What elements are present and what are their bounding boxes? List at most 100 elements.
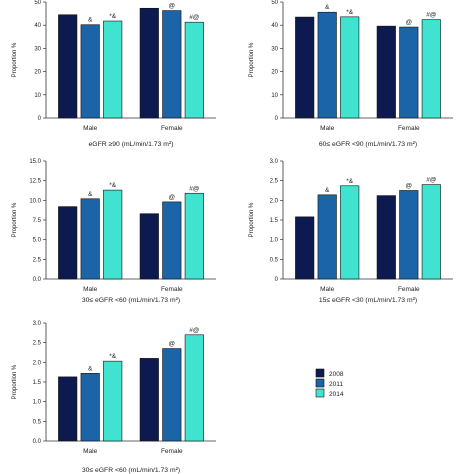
significance-annotation: *& <box>109 353 117 360</box>
bar-female-2008 <box>139 7 159 119</box>
significance-annotation: @ <box>168 341 175 348</box>
y-tick-label: 40 <box>34 23 41 29</box>
y-tick-label: 20 <box>34 70 41 76</box>
legend-swatch-2014 <box>315 388 325 398</box>
bar-male-2011 <box>80 24 100 119</box>
bar-male-2014 <box>103 20 123 119</box>
significance-annotation: & <box>88 191 93 198</box>
significance-annotation: & <box>325 4 330 11</box>
bar-male-2014 <box>103 360 123 442</box>
y-tick-label: 0.5 <box>270 257 279 263</box>
y-tick-label: 1.0 <box>33 400 42 406</box>
x-category-label: Female <box>161 448 183 455</box>
y-tick-label: 7.5 <box>33 218 42 224</box>
y-tick-label: 0 <box>275 277 279 283</box>
x-category-label: Male <box>83 448 97 455</box>
bar-male-2014 <box>340 16 360 119</box>
y-axis-label: Proportion % <box>12 42 18 77</box>
y-axis-label: Proportion % <box>12 364 18 399</box>
bar-male-2008 <box>295 216 315 280</box>
significance-annotation: *& <box>109 13 117 20</box>
legend: 2008 2011 2014 <box>315 368 344 398</box>
legend-label-2014: 2014 <box>329 391 344 398</box>
bar-female-2011 <box>162 10 182 119</box>
bar-female-2011 <box>162 201 182 280</box>
panel-egfr-90-plus: 0 10 20 30 40 50 Proportion % & *& Male @ #@ Female e… <box>12 0 216 148</box>
significance-annotation: #@ <box>426 12 437 19</box>
panel-caption: 60≤ eGFR <90 (mL/min/1.73 m²) <box>319 141 417 148</box>
bar-female-2011 <box>399 190 419 280</box>
y-tick-label: 30 <box>34 46 41 52</box>
legend-swatch-2008 <box>315 368 325 378</box>
x-category-label: Female <box>398 286 420 293</box>
y-tick-label: 20 <box>271 70 278 76</box>
significance-annotation: & <box>325 187 330 194</box>
x-category-label: Male <box>83 125 97 132</box>
bar-female-2014 <box>184 334 204 442</box>
y-axis-label: Proportion % <box>12 202 18 237</box>
x-category-label: Male <box>83 286 97 293</box>
y-tick-label: 15.0 <box>29 159 41 165</box>
y-tick-label: 3.0 <box>270 159 279 165</box>
x-category-label: Female <box>161 125 183 132</box>
x-category-label: Female <box>398 125 420 132</box>
y-tick-label: 0.0 <box>33 439 42 445</box>
y-tick-label: 40 <box>271 23 278 29</box>
y-tick-label: 1.5 <box>270 218 279 224</box>
significance-annotation: & <box>88 365 93 372</box>
x-category-label: Male <box>320 286 334 293</box>
significance-annotation: *& <box>346 178 354 185</box>
bar-female-2008 <box>139 213 159 280</box>
significance-annotation: #@ <box>189 14 200 21</box>
legend-label-2008: 2008 <box>329 371 344 378</box>
bar-female-2014 <box>421 19 441 119</box>
y-tick-label: 5.0 <box>33 238 42 244</box>
bar-female-2008 <box>376 25 396 119</box>
bar-male-2008 <box>58 376 78 442</box>
panel-caption: eGFR ≥90 (mL/min/1.73 m²) <box>89 141 174 148</box>
panel-egfr-60-90: 0 10 20 30 40 50 Proportion % & *& Male @ #@ Female 6… <box>249 0 453 148</box>
significance-annotation: #@ <box>189 185 200 192</box>
legend-swatch-2011 <box>315 378 325 388</box>
y-tick-label: 1.5 <box>33 380 42 386</box>
panel-egfr-30-60: 0.0 2.5 5.0 7.5 10.0 12.5 15.0 Proportion % & *& M… <box>12 159 216 304</box>
significance-annotation: @ <box>405 183 412 190</box>
legend-label-2011: 2011 <box>329 381 343 388</box>
y-tick-label: 2.5 <box>33 257 42 263</box>
significance-annotation: *& <box>346 9 354 16</box>
significance-annotation: #@ <box>189 327 200 334</box>
bar-female-2014 <box>421 184 441 280</box>
panel-egfr-15-30: 0 0.5 1.0 1.5 2.0 2.5 3.0 Proportion % & *& Male @ #… <box>249 159 453 304</box>
y-tick-label: 0 <box>38 116 42 122</box>
x-category-label: Male <box>320 125 334 132</box>
y-tick-label: 50 <box>34 0 41 6</box>
y-axis-label: Proportion % <box>249 42 255 77</box>
bar-female-2011 <box>162 348 182 442</box>
y-tick-label: 10 <box>271 93 278 99</box>
significance-annotation: #@ <box>426 177 437 184</box>
panel-caption: 30≤ eGFR <60 (mL/min/1.73 m²) <box>82 467 180 474</box>
y-tick-label: 2.5 <box>33 341 42 347</box>
bar-female-2014 <box>184 21 204 119</box>
bar-male-2008 <box>58 206 78 280</box>
significance-annotation: @ <box>168 3 175 10</box>
significance-annotation: @ <box>405 19 412 26</box>
y-tick-label: 30 <box>271 46 278 52</box>
y-tick-label: 12.5 <box>29 179 41 185</box>
y-tick-label: 2.0 <box>33 360 42 366</box>
bar-female-2008 <box>376 195 396 280</box>
bar-male-2011 <box>317 194 337 280</box>
y-tick-label: 10 <box>34 93 41 99</box>
significance-annotation: *& <box>109 182 117 189</box>
bar-female-2011 <box>399 26 419 119</box>
bar-male-2011 <box>80 198 100 280</box>
y-tick-label: 0.0 <box>33 277 42 283</box>
bar-male-2011 <box>80 373 100 442</box>
y-tick-label: 0 <box>275 116 279 122</box>
significance-annotation: & <box>88 17 93 24</box>
y-axis-label: Proportion % <box>249 202 255 237</box>
y-tick-label: 10.0 <box>29 198 41 204</box>
y-tick-label: 1.0 <box>270 238 279 244</box>
y-tick-label: 3.0 <box>33 321 42 327</box>
